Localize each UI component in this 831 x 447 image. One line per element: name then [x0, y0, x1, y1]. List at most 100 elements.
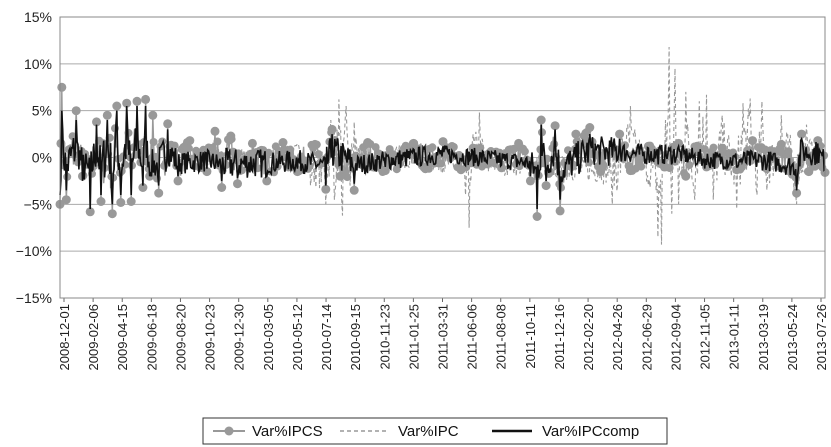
series-marker-var-ipcs: [68, 132, 77, 141]
data-point-var-ipcs: [555, 206, 565, 216]
data-point-var-ipcs: [173, 176, 183, 186]
series-marker-var-ipcs: [428, 143, 437, 152]
x-tick-label: 2012-09-04: [668, 304, 683, 371]
series-marker-var-ipcs: [637, 162, 646, 171]
x-tick-label: 2010-03-05: [261, 304, 276, 371]
data-point-var-ipcs: [185, 136, 195, 146]
x-tick-label: 2013-01-11: [727, 304, 742, 370]
data-point-var-ipcs: [681, 171, 691, 181]
data-point-var-ipcs: [438, 137, 448, 147]
data-point-var-ipcs: [141, 94, 151, 104]
x-tick-label: 2011-06-06: [465, 304, 480, 370]
x-tick-label: 2009-10-23: [203, 304, 218, 371]
x-tick-label: 2009-02-06: [86, 304, 101, 371]
data-point-var-ipcs: [514, 138, 524, 148]
data-point-var-ipcs: [226, 131, 236, 141]
data-point-var-ipcs: [420, 164, 430, 174]
series-marker-var-ipcs: [184, 144, 193, 153]
x-tick-label: 2010-05-12: [290, 304, 305, 371]
x-tick-label: 2011-03-31: [436, 304, 451, 370]
x-tick-label: 2011-08-08: [494, 304, 509, 370]
data-point-var-ipcs: [116, 198, 126, 207]
data-point-var-ipcs: [615, 129, 625, 139]
data-point-var-ipcs: [349, 185, 359, 195]
x-tick-label: 2013-07-26: [814, 304, 829, 371]
x-tick-label: 2008-12-01: [57, 304, 72, 371]
y-tick-label: −10%: [16, 243, 52, 259]
plot-area: [55, 46, 830, 245]
data-point-var-ipcs: [541, 181, 551, 191]
data-point-var-ipcs: [148, 110, 158, 120]
x-tick-label: 2011-01-25: [406, 304, 421, 370]
data-point-var-ipcs: [456, 165, 466, 175]
data-point-var-ipcs: [536, 115, 546, 125]
x-tick-label: 2012-02-20: [581, 304, 596, 371]
series-marker-var-ipcs: [213, 137, 222, 146]
y-tick-label: 0%: [32, 150, 52, 166]
x-tick-label: 2012-06-29: [639, 304, 654, 371]
data-point-var-ipcs: [380, 166, 390, 176]
legend-label-var-ipcs: Var%IPCS: [252, 423, 323, 440]
series-marker-var-ipcs: [437, 159, 446, 168]
data-point-var-ipcs: [717, 143, 727, 153]
data-point-var-ipcs: [210, 126, 220, 136]
data-point-var-ipcs: [138, 183, 148, 192]
legend-item-var-ipccomp: Var%IPCcomp: [492, 423, 639, 440]
x-tick-label: 2009-06-18: [144, 304, 159, 371]
data-point-var-ipcs: [585, 123, 595, 132]
data-point-var-ipcs: [233, 179, 242, 189]
legend-item-var-ipcs: Var%IPCS: [213, 423, 323, 440]
data-point-var-ipcs: [550, 121, 560, 131]
x-axis-tick-labels: 2008-12-01 2009-02-06 2009-04-15 2009-06-18…: [57, 298, 829, 371]
data-point-var-ipcs: [571, 129, 581, 139]
data-point-var-ipcs: [327, 124, 337, 134]
series-marker-var-ipcs: [371, 143, 380, 152]
x-tick-label: 2010-07-14: [319, 304, 334, 371]
series-marker-var-ipcs: [264, 148, 273, 157]
data-point-var-ipcs: [61, 195, 71, 205]
series-marker-var-ipcs: [192, 146, 201, 155]
series-marker-var-ipcs: [149, 138, 158, 146]
data-point-var-ipcs: [217, 183, 227, 192]
data-point-var-ipcs: [363, 138, 373, 147]
data-point-var-ipcs: [278, 138, 288, 147]
data-point-var-ipcs: [692, 141, 702, 151]
x-tick-label: 2011-12-16: [552, 304, 567, 370]
x-tick-label: 2011-10-11: [523, 304, 538, 369]
data-point-var-ipcs: [792, 188, 802, 198]
series-line-var-ipccomp: [59, 105, 826, 210]
data-point-var-ipcs: [748, 136, 757, 146]
legend: Var%IPCS Var%IPC Var%IPCcomp: [202, 417, 668, 445]
y-tick-label: 5%: [32, 103, 52, 119]
x-tick-label: 2009-04-15: [115, 304, 130, 371]
data-point-var-ipcs: [776, 139, 786, 149]
data-point-var-ipcs: [643, 141, 653, 151]
data-point-var-ipcs: [126, 197, 136, 206]
data-point-var-ipcs: [107, 209, 117, 219]
data-point-var-ipcs: [335, 171, 345, 181]
data-point-var-ipcs: [532, 212, 542, 221]
plot-border: [59, 16, 826, 299]
x-tick-label: 2012-04-26: [610, 304, 625, 371]
data-point-var-ipcs: [92, 117, 101, 127]
data-point-var-ipcs: [112, 101, 122, 111]
y-axis-tick-labels: 15% 10% 5% 0% −5% −10% −15%: [16, 9, 52, 306]
series-marker-var-ipcs: [170, 141, 179, 150]
data-point-var-ipcs: [310, 139, 320, 149]
data-point-var-ipcs: [57, 82, 67, 92]
x-tick-label: 2010-11-23: [377, 304, 392, 370]
data-point-var-ipcs: [85, 207, 95, 217]
x-tick-label: 2009-08-20: [173, 304, 188, 371]
x-tick-label: 2012-11-05: [698, 304, 713, 370]
data-point-var-ipcs: [247, 138, 257, 148]
series-marker-var-ipcs: [449, 143, 458, 151]
data-point-var-ipcs: [625, 166, 635, 176]
data-point-var-ipcs: [122, 98, 132, 108]
series-marker-var-ipcs: [685, 161, 694, 170]
x-tick-label: 2010-09-15: [348, 304, 363, 371]
legend-label-var-ipccomp: Var%IPCcomp: [542, 423, 639, 440]
y-tick-label: −5%: [24, 196, 52, 212]
y-tick-label: 15%: [24, 9, 52, 25]
data-point-var-ipcs: [154, 188, 164, 198]
